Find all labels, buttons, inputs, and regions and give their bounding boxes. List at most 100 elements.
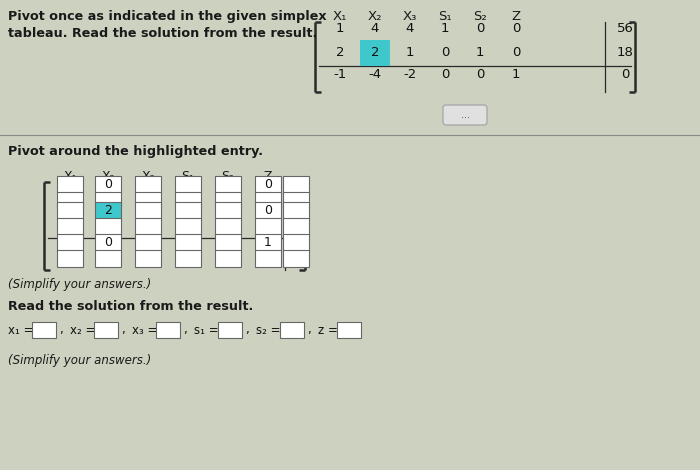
Text: (Simplify your answers.): (Simplify your answers.) [8,354,151,367]
Text: 1: 1 [441,22,449,34]
Bar [280,322,304,338]
Bar [95,202,121,219]
Bar [337,322,360,338]
Text: X₃: X₃ [141,170,155,183]
Text: (Simplify your answers.): (Simplify your answers.) [8,278,151,291]
Text: 2: 2 [104,204,112,217]
Text: 56: 56 [617,22,634,34]
Text: ,: , [60,323,67,337]
Text: 1: 1 [264,235,272,249]
Bar [255,250,281,266]
Bar [175,175,201,193]
Bar [215,218,241,235]
Text: S₁: S₁ [181,170,195,183]
Bar [255,175,281,193]
Bar [57,202,83,219]
Text: -4: -4 [368,69,382,81]
Bar [57,250,83,266]
Bar [360,40,390,66]
Text: -2: -2 [403,69,416,81]
Text: Pivot once as indicated in the given simplex: Pivot once as indicated in the given sim… [8,10,327,23]
Text: 0: 0 [441,46,449,58]
Text: 2: 2 [371,46,379,58]
Bar [215,191,241,209]
Text: S₂: S₂ [473,10,487,23]
Bar [283,250,309,266]
Bar [57,175,83,193]
Text: 0: 0 [476,69,484,81]
FancyBboxPatch shape [443,105,487,125]
Bar [135,191,161,209]
Text: X₂: X₂ [102,170,115,183]
Text: X₃: X₃ [402,10,417,23]
Text: 0: 0 [104,178,112,190]
Text: x₃ =: x₃ = [132,323,158,337]
Text: 0: 0 [104,235,112,249]
Text: 1: 1 [406,46,414,58]
Bar [95,191,121,209]
Bar [215,250,241,266]
Text: 1: 1 [476,46,484,58]
Text: s₁ =: s₁ = [194,323,218,337]
Bar [283,218,309,235]
Text: 4: 4 [406,22,414,34]
Bar [156,322,180,338]
Text: 0: 0 [264,204,272,217]
Text: 1: 1 [336,22,344,34]
Text: 2: 2 [336,46,344,58]
Text: X₂: X₂ [368,10,382,23]
Bar [175,218,201,235]
Bar [283,175,309,193]
Text: z =: z = [318,323,338,337]
Text: ,: , [122,323,130,337]
Text: Read the solution from the result.: Read the solution from the result. [8,300,253,313]
Bar [95,234,121,251]
Bar [135,234,161,251]
Bar [215,175,241,193]
Text: ,: , [184,323,192,337]
Text: 18: 18 [617,46,634,58]
Bar [255,234,281,251]
Text: s₂ =: s₂ = [256,323,281,337]
Bar [94,322,118,338]
Bar [283,191,309,209]
Text: 0: 0 [621,69,629,81]
Text: ...: ... [461,110,470,120]
Text: x₂ =: x₂ = [70,323,95,337]
Text: 0: 0 [512,46,520,58]
Text: S₁: S₁ [438,10,452,23]
Text: Z: Z [264,170,272,183]
Text: X₁: X₁ [63,170,77,183]
Text: 4: 4 [371,22,379,34]
Bar [175,202,201,219]
Text: 0: 0 [512,22,520,34]
Bar [95,175,121,193]
Bar [255,202,281,219]
Text: X₁: X₁ [332,10,347,23]
Bar [57,234,83,251]
Bar [283,234,309,251]
Text: x₁ =: x₁ = [8,323,34,337]
Bar [95,250,121,266]
Bar [175,250,201,266]
Text: 0: 0 [441,69,449,81]
Bar [57,218,83,235]
Text: 1: 1 [512,69,520,81]
Text: -1: -1 [333,69,346,81]
Bar [283,202,309,219]
Bar [175,191,201,209]
Bar [218,322,242,338]
Bar [135,175,161,193]
Bar [175,234,201,251]
Text: 0: 0 [476,22,484,34]
Text: Z: Z [512,10,521,23]
Bar [135,218,161,235]
Bar [57,191,83,209]
Bar [255,218,281,235]
Bar [32,322,56,338]
Bar [215,234,241,251]
Bar [135,250,161,266]
Bar [215,202,241,219]
Text: 0: 0 [264,178,272,190]
Text: Pivot around the highlighted entry.: Pivot around the highlighted entry. [8,145,263,158]
